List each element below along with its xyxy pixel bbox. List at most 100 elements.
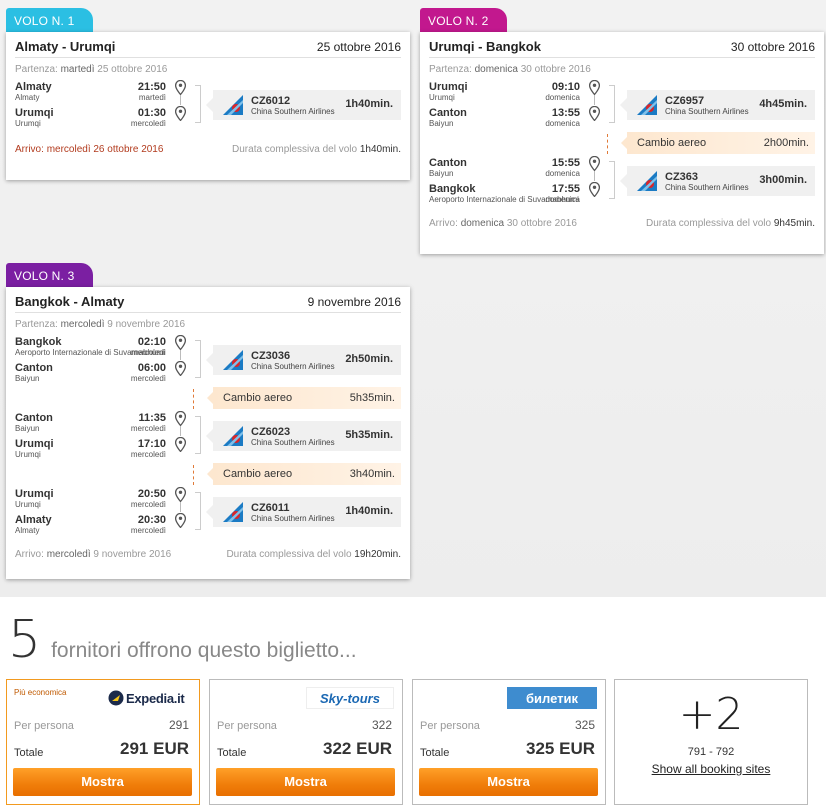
segment-duration: 5h35min.	[345, 429, 393, 441]
map-pin-icon	[589, 156, 600, 171]
china-southern-tail-icon	[637, 171, 657, 191]
origin-city: Almaty Almaty	[15, 81, 52, 103]
departure-time: 02:10 mercoledì	[130, 336, 166, 358]
departure-time: 20:50 mercoledì	[130, 488, 166, 510]
total-price: 325 EUR	[526, 739, 595, 758]
arrival-time: 17:55 domenica	[545, 183, 580, 205]
segment: Urumqi Urumqi 20:50 mercoledì Almaty Alm…	[15, 487, 401, 539]
flight-code: CZ6011	[251, 502, 290, 514]
china-southern-tail-icon	[223, 426, 243, 446]
map-pin-icon	[175, 437, 186, 452]
price-per-person: 325	[574, 718, 595, 732]
card-footer: Arrivo: mercoledì 26 ottobre 2016 Durata…	[15, 136, 401, 162]
flight-tab: VOLO N. 1	[6, 8, 93, 32]
flight-card-3: VOLO N. 3 Bangkok - Almaty 9 novembre 20…	[6, 263, 410, 581]
map-pin-icon	[175, 106, 186, 121]
flight-tab: VOLO N. 3	[6, 263, 93, 287]
offer-card-biletik[interactable]: билетик Per persona 325 Totale 325 EUR M…	[412, 679, 606, 805]
total-price: 322 EUR	[323, 739, 392, 758]
map-pin-icon	[175, 513, 186, 528]
total-duration: Durata complessiva del volo 19h20min.	[226, 548, 401, 560]
total-duration: Durata complessiva del volo 9h45min.	[646, 217, 815, 229]
change-info: Cambio aereo 3h40min.	[207, 463, 401, 485]
departure-line: Partenza: domenica 30 ottobre 2016	[429, 64, 591, 75]
offer-card-expedia[interactable]: Più economica Expedia.it Per persona 291…	[6, 679, 200, 805]
departure-line: Partenza: martedì 25 ottobre 2016	[15, 64, 168, 75]
card-header: Almaty - Urumqi 25 ottobre 2016	[15, 32, 401, 58]
arrival-time: 17:10 mercoledì	[130, 438, 166, 460]
airline-name: China Southern Airlines	[251, 438, 335, 447]
china-southern-tail-icon	[223, 502, 243, 522]
segment: Bangkok Aeroporto Internazionale di Suva…	[15, 335, 401, 387]
skytours-logo: Sky-tours	[306, 687, 394, 709]
flight-code: CZ6012	[251, 95, 291, 107]
flight-info[interactable]: CZ6011 China Southern Airlines 1h40min.	[206, 497, 401, 527]
map-pin-icon	[175, 487, 186, 502]
biletik-logo: билетик	[507, 687, 597, 709]
flight-info[interactable]: CZ6012 China Southern Airlines 1h40min.	[206, 90, 401, 120]
change-info: Cambio aereo 2h00min.	[621, 132, 815, 154]
show-all-booking-sites-link[interactable]: Show all booking sites	[651, 762, 771, 776]
cheapest-badge: Più economica	[14, 688, 67, 697]
show-offer-button[interactable]: Mostra	[216, 768, 395, 796]
airline-name: China Southern Airlines	[665, 183, 749, 192]
arrival-line: Arrivo: mercoledì 26 ottobre 2016	[15, 143, 164, 155]
origin-city: Canton Baiyun	[429, 157, 467, 179]
expedia-logo: Expedia.it	[108, 689, 188, 707]
china-southern-tail-icon	[223, 95, 243, 115]
flight-info[interactable]: CZ6957 China Southern Airlines 4h45min.	[620, 90, 815, 120]
total-duration: Durata complessiva del volo 1h40min.	[232, 143, 401, 155]
offer-card-skytours[interactable]: Sky-tours Per persona 322 Totale 322 EUR…	[209, 679, 403, 805]
card-header: Bangkok - Almaty 9 novembre 2016	[15, 287, 401, 313]
flight-code: CZ6023	[251, 426, 291, 438]
providers-count: 5	[8, 610, 42, 670]
more-count: +2	[678, 689, 744, 740]
map-pin-icon	[589, 80, 600, 95]
segment: Almaty Almaty 21:50 martedì Urumqi Urumq…	[15, 80, 401, 132]
flight-details: Almaty - Urumqi 25 ottobre 2016 Partenza…	[6, 32, 410, 180]
flight-details: Bangkok - Almaty 9 novembre 2016 Partenz…	[6, 287, 410, 579]
providers-title: fornitori offrono questo biglietto...	[51, 639, 357, 662]
flight-card-1: VOLO N. 1 Almaty - Urumqi 25 ottobre 201…	[6, 8, 410, 186]
arrival-time: 20:30 mercoledì	[130, 514, 166, 536]
flight-code: CZ3036	[251, 350, 291, 362]
show-offer-button[interactable]: Mostra	[13, 768, 192, 796]
price-per-person: 291	[168, 718, 189, 732]
total-price: 291 EUR	[120, 739, 189, 758]
china-southern-tail-icon	[223, 350, 243, 370]
map-pin-icon	[175, 411, 186, 426]
route-title: Almaty - Urumqi	[15, 39, 116, 54]
destination-city: Canton Baiyun	[429, 107, 467, 129]
flight-details: Urumqi - Bangkok 30 ottobre 2016 Partenz…	[420, 32, 824, 254]
origin-city: Urumqi Urumqi	[15, 488, 54, 510]
change-info: Cambio aereo 5h35min.	[207, 387, 401, 409]
flight-info[interactable]: CZ6023 China Southern Airlines 5h35min.	[206, 421, 401, 451]
china-southern-tail-icon	[637, 95, 657, 115]
price-per-person: 322	[371, 718, 392, 732]
card-footer: Arrivo: domenica 30 ottobre 2016 Durata …	[429, 210, 815, 236]
destination-city: Urumqi Urumqi	[15, 107, 54, 129]
expedia-globe-icon	[108, 690, 124, 706]
segment-duration: 2h50min.	[345, 353, 393, 365]
arrival-time: 13:55 domenica	[545, 107, 580, 129]
origin-city: Bangkok Aeroporto Internazionale di Suva…	[15, 336, 165, 358]
arrival-line: Arrivo: domenica 30 ottobre 2016	[429, 217, 577, 229]
show-offer-button[interactable]: Mostra	[419, 768, 598, 796]
flight-tab: VOLO N. 2	[420, 8, 507, 32]
airline-name: China Southern Airlines	[665, 107, 749, 116]
providers-heading: 5 fornitori offrono questo biglietto...	[8, 614, 357, 666]
airline-name: China Southern Airlines	[251, 107, 335, 116]
route-title: Bangkok - Almaty	[15, 294, 125, 309]
route-title: Urumqi - Bangkok	[429, 39, 541, 54]
segment: Canton Baiyun 15:55 domenica Bangkok Aer…	[429, 156, 815, 208]
map-pin-icon	[589, 182, 600, 197]
plane-change: Cambio aereo 5h35min.	[15, 387, 401, 411]
flight-info[interactable]: CZ3036 China Southern Airlines 2h50min.	[206, 345, 401, 375]
departure-time: 21:50 martedì	[137, 81, 166, 103]
flight-date: 9 novembre 2016	[307, 294, 401, 309]
airline-name: China Southern Airlines	[251, 514, 335, 523]
segment-duration: 1h40min.	[345, 98, 393, 110]
origin-city: Urumqi Urumqi	[429, 81, 468, 103]
arrival-line: Arrivo: mercoledì 9 novembre 2016	[15, 548, 172, 560]
flight-info[interactable]: CZ363 China Southern Airlines 3h00min.	[620, 166, 815, 196]
